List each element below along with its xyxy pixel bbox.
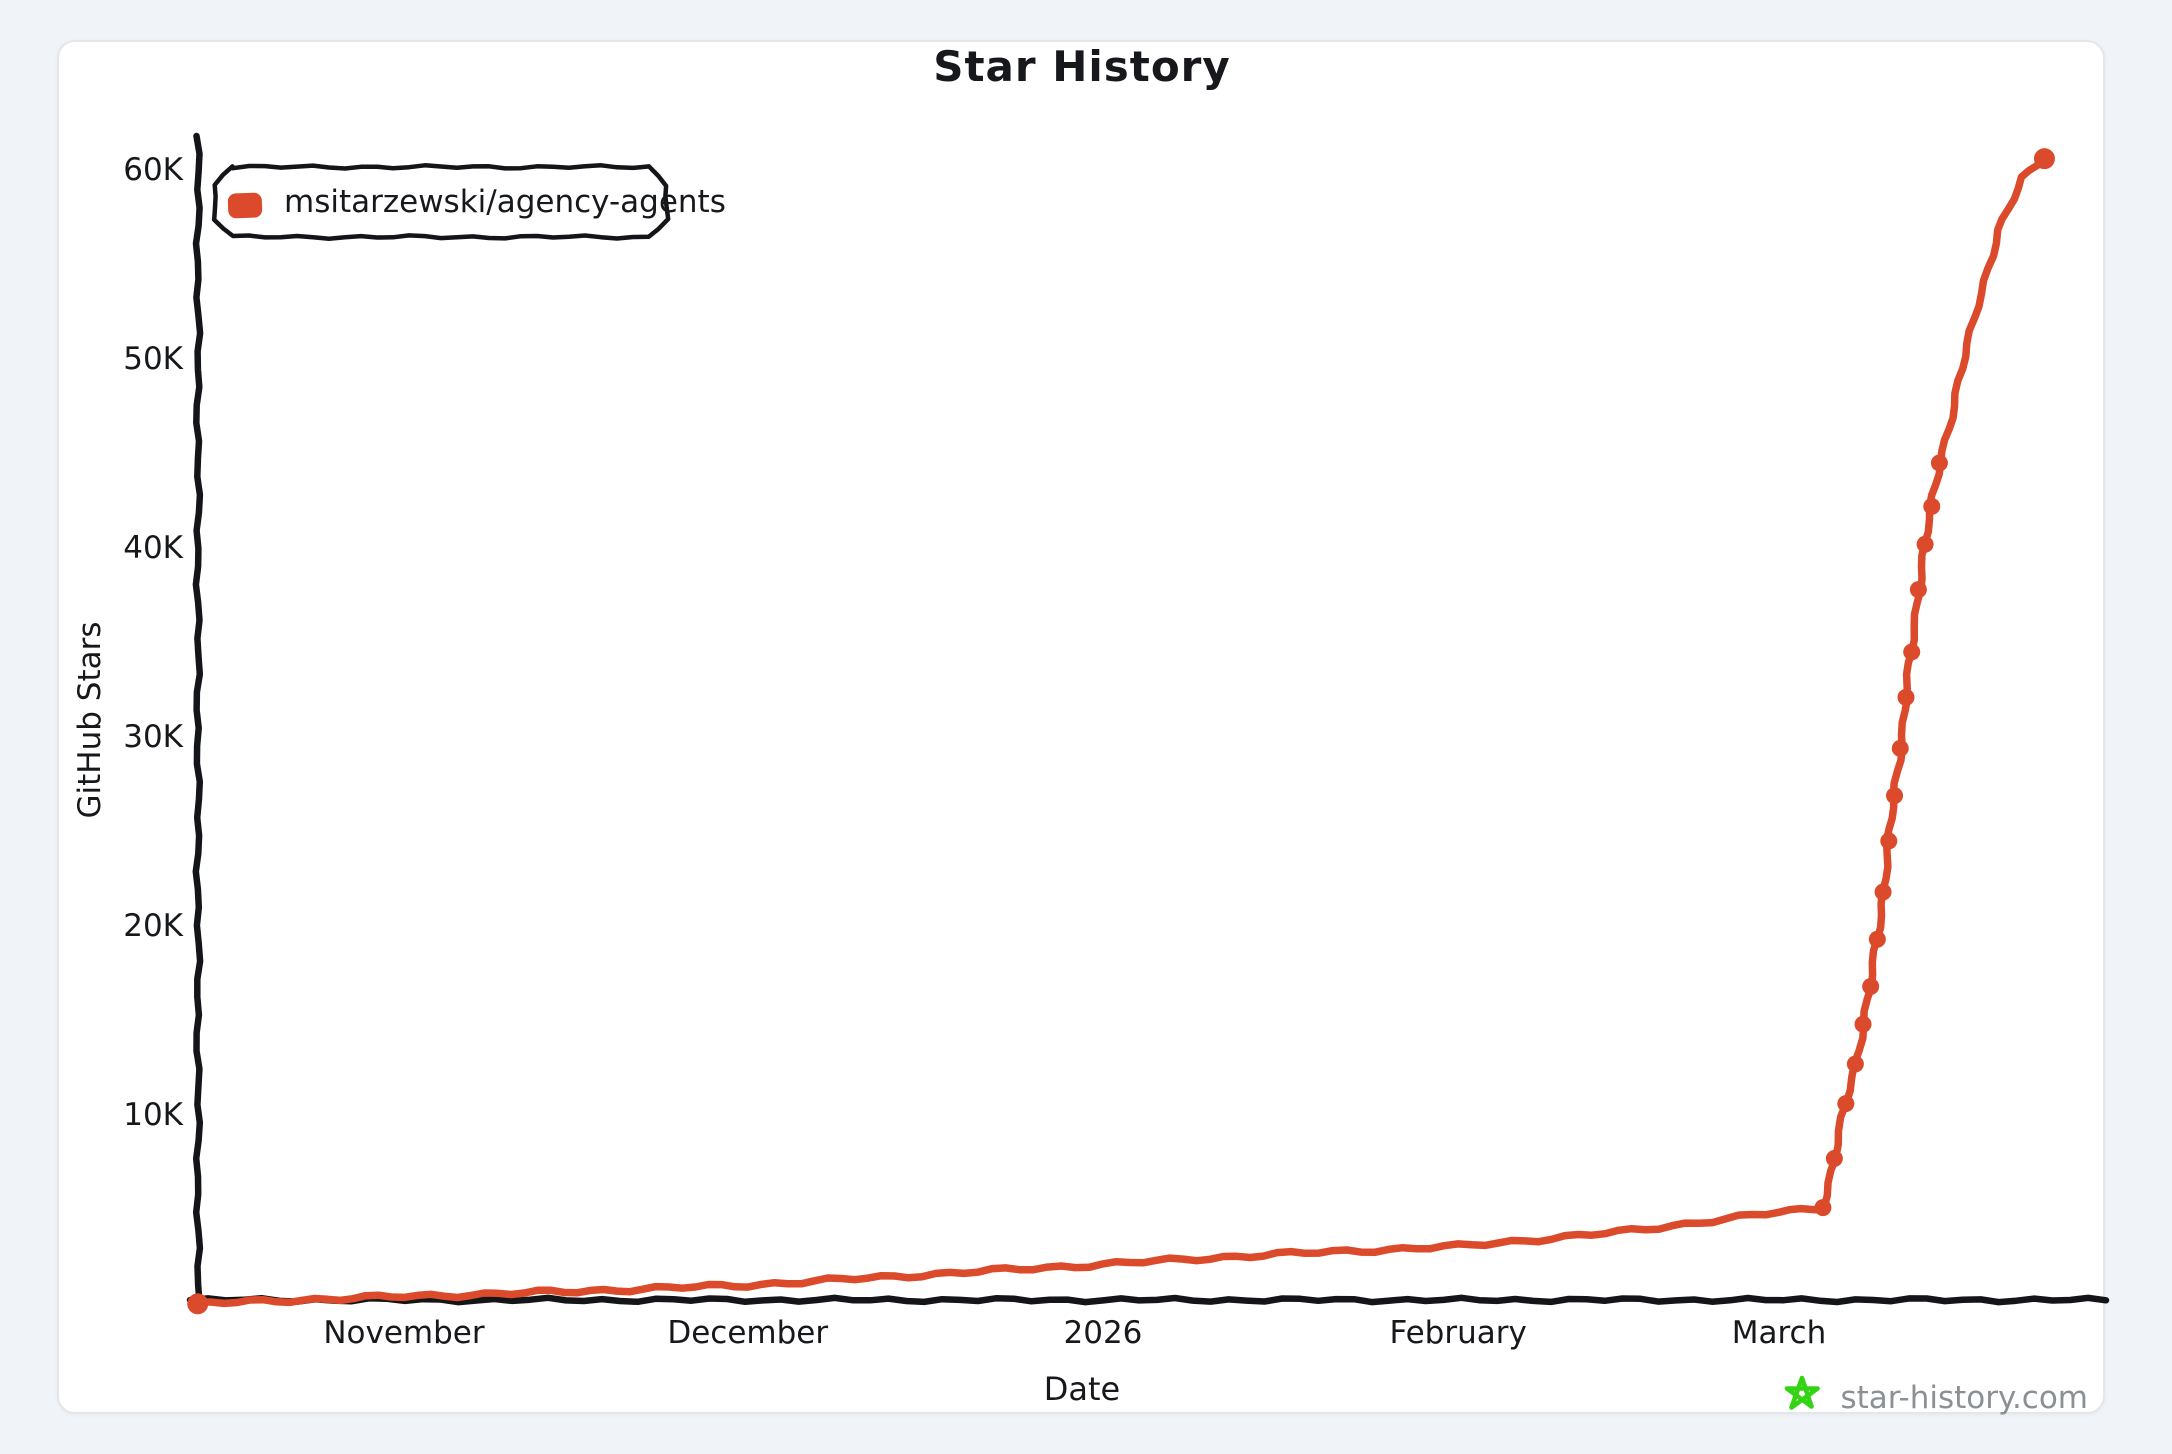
data-point-marker [1903, 643, 1921, 661]
data-point-marker [1854, 1015, 1872, 1033]
x-tick-label: November [323, 1315, 485, 1351]
y-tick-label: 10K [123, 1097, 183, 1133]
data-point-marker [1909, 581, 1927, 599]
data-point-marker [1886, 787, 1904, 805]
y-axis-line [192, 132, 204, 1306]
data-point-marker [1837, 1095, 1855, 1113]
data-point-marker [1874, 883, 1892, 901]
y-tick-label: 20K [123, 908, 183, 944]
watermark-text: star-history.com [1840, 1380, 2088, 1416]
x-tick-label: March [1732, 1315, 1827, 1351]
y-tick-label: 60K [123, 152, 183, 188]
data-point-marker [1862, 977, 1880, 995]
star-history-logo-icon [1785, 1375, 1821, 1410]
y-tick-label: 40K [123, 530, 183, 566]
x-axis-line [186, 1294, 2110, 1306]
data-point-marker [1825, 1149, 1843, 1167]
legend-box [211, 163, 671, 242]
x-axis-title: Date [1043, 1370, 1121, 1408]
x-tick-label: 2026 [1064, 1315, 1143, 1351]
legend-series-label: msitarzewski/agency-agents [284, 184, 726, 220]
data-point-marker [1916, 535, 1934, 553]
data-point-marker [1923, 497, 1941, 515]
y-axis-title: GitHub Stars [72, 621, 108, 819]
data-point-marker [1846, 1055, 1864, 1073]
watermark[interactable]: star-history.com [1778, 1374, 2088, 1422]
legend-marker-icon [227, 192, 263, 219]
data-point-marker [1930, 454, 1948, 472]
chart-card [57, 40, 2105, 1414]
data-point-marker [1868, 930, 1886, 948]
data-point-marker [2033, 148, 2055, 170]
x-tick-label: February [1389, 1315, 1526, 1351]
chart-title: Star History [933, 42, 1231, 91]
data-point-marker [187, 1293, 209, 1315]
series-line [193, 156, 2050, 1308]
data-point-marker [1814, 1199, 1832, 1217]
data-point-marker [1880, 832, 1898, 850]
y-tick-label: 50K [123, 341, 183, 377]
data-point-marker [1891, 739, 1909, 757]
data-point-marker [1897, 688, 1915, 706]
x-tick-label: December [667, 1315, 828, 1351]
y-tick-label: 30K [123, 719, 183, 755]
